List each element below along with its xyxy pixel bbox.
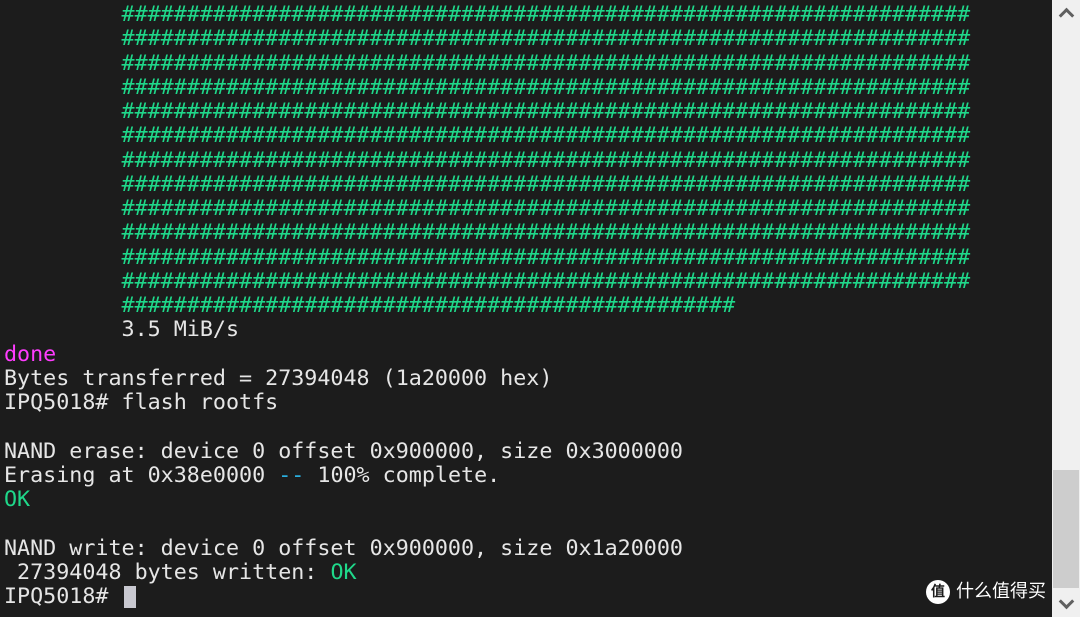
terminal-line: done (4, 341, 1050, 367)
hash-marks: ########################################… (121, 268, 971, 294)
progress-hash-row: ########################################… (4, 196, 1050, 221)
text-segment: 100% complete. (304, 462, 501, 488)
shell-prompt: IPQ5018# (4, 584, 122, 609)
progress-hash-row: ########################################… (4, 50, 1050, 76)
text-segment: NAND erase: device 0 offset 0x900000, si… (4, 438, 683, 464)
text-segment: IPQ5018# flash rootfs (4, 390, 279, 415)
hash-marks: ########################################… (121, 74, 971, 100)
terminal-line (4, 415, 1050, 439)
text-segment: Erasing at 0x38e0000 (4, 462, 279, 488)
terminal-line: IPQ5018# flash rootfs (4, 390, 1050, 415)
progress-hash-row: ########################################… (4, 74, 1050, 100)
hash-marks: ########################################… (121, 293, 736, 318)
prompt-line: IPQ5018# (4, 584, 1050, 609)
text-segment: done (4, 341, 57, 367)
hash-marks: ########################################… (121, 123, 971, 149)
progress-hash-row: ########################################… (4, 124, 1050, 148)
progress-hash-row: ########################################… (4, 3, 1050, 27)
speed-text: 3.5 MiB/s (121, 317, 240, 343)
terminal-output[interactable]: ########################################… (4, 3, 1050, 617)
hash-marks: ########################################… (121, 171, 971, 197)
transfer-speed: 3.5 MiB/s (4, 318, 1050, 342)
watermark-text: 什么值得买 (956, 581, 1046, 602)
hash-marks: ########################################… (121, 26, 971, 52)
progress-hash-row: ########################################… (4, 221, 1050, 245)
watermark: 值 什么值得买 (926, 580, 1046, 604)
progress-hash-row: ########################################… (4, 147, 1050, 173)
hash-marks: ########################################… (121, 50, 971, 76)
progress-hash-row: ########################################… (4, 244, 1050, 270)
hash-marks: ########################################… (121, 196, 971, 221)
progress-hash-row: ########################################… (4, 171, 1050, 197)
scroll-down-arrow-icon[interactable] (1058, 593, 1075, 610)
terminal-line: Bytes transferred = 27394048 (1a20000 he… (4, 365, 1050, 391)
progress-hash-row: ########################################… (4, 293, 1050, 318)
terminal-line: OK (4, 487, 1050, 512)
progress-hash-row: ########################################… (4, 99, 1050, 124)
text-segment: Bytes transferred = 27394048 (1a20000 he… (4, 365, 553, 391)
text-segment: OK (330, 559, 357, 585)
terminal-line: NAND erase: device 0 offset 0x900000, si… (4, 438, 1050, 464)
progress-hash-row: ########################################… (4, 27, 1050, 51)
scrollbar-thumb[interactable] (1053, 470, 1079, 588)
text-segment: 27394048 bytes written: (4, 559, 331, 585)
hash-marks: ########################################… (121, 244, 971, 270)
scroll-up-arrow-icon[interactable] (1058, 7, 1075, 24)
terminal-line: Erasing at 0x38e0000 -- 100% complete. (4, 462, 1050, 488)
hash-marks: ########################################… (121, 99, 971, 124)
text-cursor (123, 586, 136, 608)
terminal-line: NAND write: device 0 offset 0x900000, si… (4, 535, 1050, 561)
progress-hash-row: ########################################… (4, 268, 1050, 294)
text-segment: NAND write: device 0 offset 0x900000, si… (4, 535, 683, 561)
terminal-line (4, 512, 1050, 536)
hash-marks: ########################################… (121, 147, 971, 173)
text-segment: -- (278, 462, 305, 488)
vertical-scrollbar[interactable] (1052, 0, 1080, 617)
hash-marks: ########################################… (121, 3, 971, 27)
terminal-line: 27394048 bytes written: OK (4, 559, 1050, 585)
text-segment: OK (4, 487, 31, 512)
hash-marks: ########################################… (121, 220, 971, 246)
watermark-logo-icon: 值 (926, 580, 950, 604)
